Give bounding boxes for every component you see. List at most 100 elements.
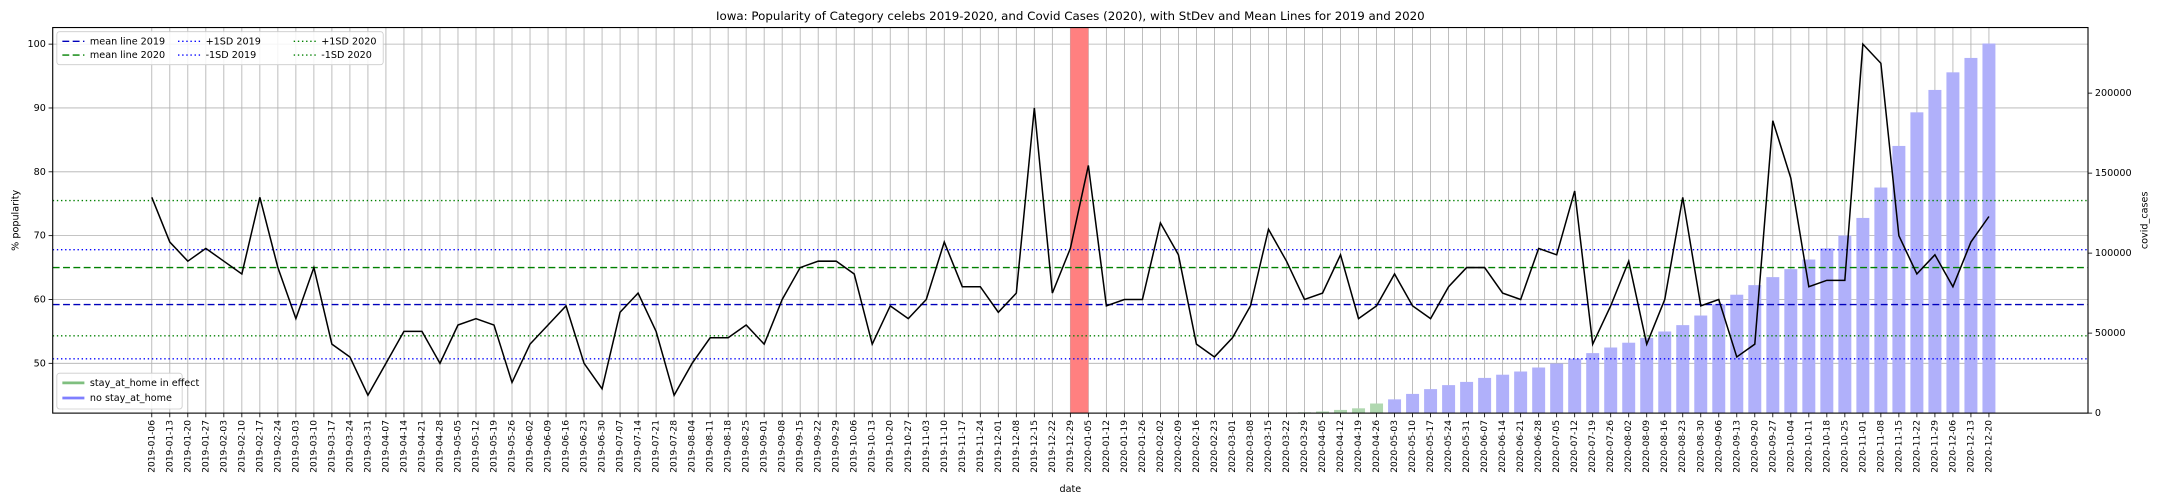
case-bar — [1478, 377, 1492, 414]
x-tick-label: 2020-10-18 — [1822, 420, 1832, 473]
x-tick-label: 2019-09-29 — [832, 420, 842, 473]
x-tick-label: 2020-01-26 — [1138, 420, 1148, 473]
x-tick-label: 2020-02-02 — [1156, 420, 1166, 473]
x-tick-label: 2019-11-03 — [922, 420, 932, 473]
x-tick-label: 2019-02-17 — [255, 420, 265, 473]
case-bar — [1334, 409, 1348, 414]
case-bar — [1658, 331, 1672, 414]
legend-label: -1SD 2019 — [206, 50, 257, 61]
y-tick-label: 80 — [34, 167, 46, 178]
x-tick-label: 2019-12-08 — [1012, 420, 1022, 473]
y-tick-label: 60 — [34, 294, 46, 305]
x-tick-label: 2020-08-16 — [1660, 420, 1670, 473]
x-tick-label: 2019-05-26 — [508, 420, 518, 473]
x-tick-label: 2019-05-12 — [471, 420, 481, 473]
case-bar — [1622, 342, 1636, 414]
x-tick-label: 2020-03-29 — [1300, 420, 1310, 473]
legend-label: no stay_at_home — [90, 393, 172, 404]
x-tick-label: 2020-05-31 — [1462, 420, 1472, 473]
x-tick-label: 2020-12-06 — [1948, 420, 1958, 473]
x-tick-label: 2020-11-22 — [1912, 420, 1922, 473]
case-bar — [1460, 381, 1474, 414]
legend-label: -1SD 2020 — [321, 50, 372, 61]
case-bar — [1784, 269, 1798, 414]
case-bar — [1496, 374, 1510, 414]
x-tick-label: 2019-09-08 — [778, 420, 788, 473]
x-tick-label: 2019-05-05 — [453, 420, 463, 473]
x-tick-label: 2019-01-20 — [183, 420, 193, 473]
x-tick-label: 2019-06-23 — [580, 420, 590, 473]
case-bar — [1640, 337, 1654, 414]
x-tick-label: 2019-12-29 — [1066, 420, 1076, 473]
covid-span — [1070, 27, 1089, 414]
x-tick-label: 2019-01-06 — [147, 420, 157, 473]
popularity-line — [151, 42, 1990, 398]
y-tick-label: 50 — [34, 358, 46, 369]
x-tick-label: 2019-07-14 — [634, 420, 644, 473]
x-tick-label: 2019-12-15 — [1030, 420, 1040, 473]
x-tick-label: 2019-04-21 — [417, 420, 427, 473]
x-tick-label: 2020-01-19 — [1120, 420, 1130, 473]
x-tick-label: 2020-06-07 — [1480, 420, 1490, 473]
x-tick-label: 2019-09-15 — [796, 420, 806, 473]
case-bar — [1424, 389, 1438, 414]
x-tick-label: 2019-12-01 — [994, 420, 1004, 473]
x-tick-label: 2020-12-13 — [1966, 420, 1976, 473]
case-bar — [1388, 399, 1402, 414]
x-tick-label: 2020-09-13 — [1732, 420, 1742, 473]
x-tick-label: 2020-08-09 — [1642, 420, 1652, 473]
x-tick-label: 2020-08-30 — [1696, 420, 1706, 473]
y2-tick-label: 200000 — [2095, 88, 2132, 99]
legend-label: +1SD 2020 — [321, 36, 376, 47]
legend: stay_at_home in effect no stay_at_home — [56, 372, 200, 410]
case-bar — [1406, 393, 1420, 414]
case-bar — [1856, 217, 1870, 414]
legend-label: mean line 2019 — [90, 36, 165, 47]
case-bar — [1550, 363, 1564, 414]
legend-label: mean line 2020 — [90, 50, 165, 61]
legend: mean line 2019 mean line 2020 +1SD 2019 -1S… — [56, 31, 384, 66]
case-bar — [1586, 353, 1600, 414]
x-tick-label: 2020-07-12 — [1570, 420, 1580, 473]
x-tick-label: 2020-11-01 — [1858, 420, 1868, 473]
y2-tick-label: 100000 — [2095, 248, 2132, 259]
case-bar — [1748, 285, 1762, 414]
case-bar — [1604, 347, 1618, 414]
y-tick-label: 90 — [34, 103, 46, 114]
x-tick-label: 2020-03-08 — [1246, 420, 1256, 473]
x-tick-label: 2020-03-22 — [1282, 420, 1292, 473]
x-tick-label: 2020-02-16 — [1192, 420, 1202, 473]
x-tick-label: 2019-04-28 — [435, 420, 445, 473]
x-tick-label: 2019-08-25 — [742, 420, 752, 473]
y-axis-label: % popularity — [11, 189, 22, 250]
case-bar — [1316, 411, 1330, 414]
x-tick-label: 2020-07-05 — [1552, 420, 1562, 473]
x-tick-label: 2019-04-14 — [399, 420, 409, 473]
x-tick-label: 2020-03-15 — [1264, 420, 1274, 473]
x-tick-label: 2020-01-05 — [1084, 420, 1094, 473]
x-tick-label: 2020-05-24 — [1444, 420, 1454, 473]
case-bar — [1532, 367, 1546, 414]
x-tick-label: 2020-01-12 — [1102, 420, 1112, 473]
x-tick-label: 2019-07-28 — [670, 420, 680, 473]
x-axis-label: date — [1060, 484, 1082, 495]
x-tick-label: 2020-02-09 — [1174, 420, 1184, 473]
case-bar — [1442, 385, 1456, 414]
chart-title: Iowa: Popularity of Category celebs 2019… — [716, 9, 1425, 23]
case-bar — [1370, 403, 1384, 414]
x-tick-label: 2019-11-10 — [940, 420, 950, 473]
x-tick-label: 2020-11-08 — [1876, 420, 1886, 473]
x-tick-label: 2020-10-04 — [1786, 420, 1796, 473]
x-tick-label: 2019-10-20 — [886, 420, 896, 473]
x-tick-label: 2020-08-02 — [1624, 420, 1634, 473]
case-bar — [1964, 57, 1978, 414]
x-tick-label: 2020-06-28 — [1534, 420, 1544, 473]
case-bar — [1694, 315, 1708, 414]
y-tick-label: 100 — [27, 39, 45, 50]
case-bar — [1874, 187, 1888, 414]
case-bar — [1892, 145, 1906, 414]
x-tick-label: 2019-02-03 — [219, 420, 229, 473]
x-tick-label: 2020-04-05 — [1318, 420, 1328, 473]
